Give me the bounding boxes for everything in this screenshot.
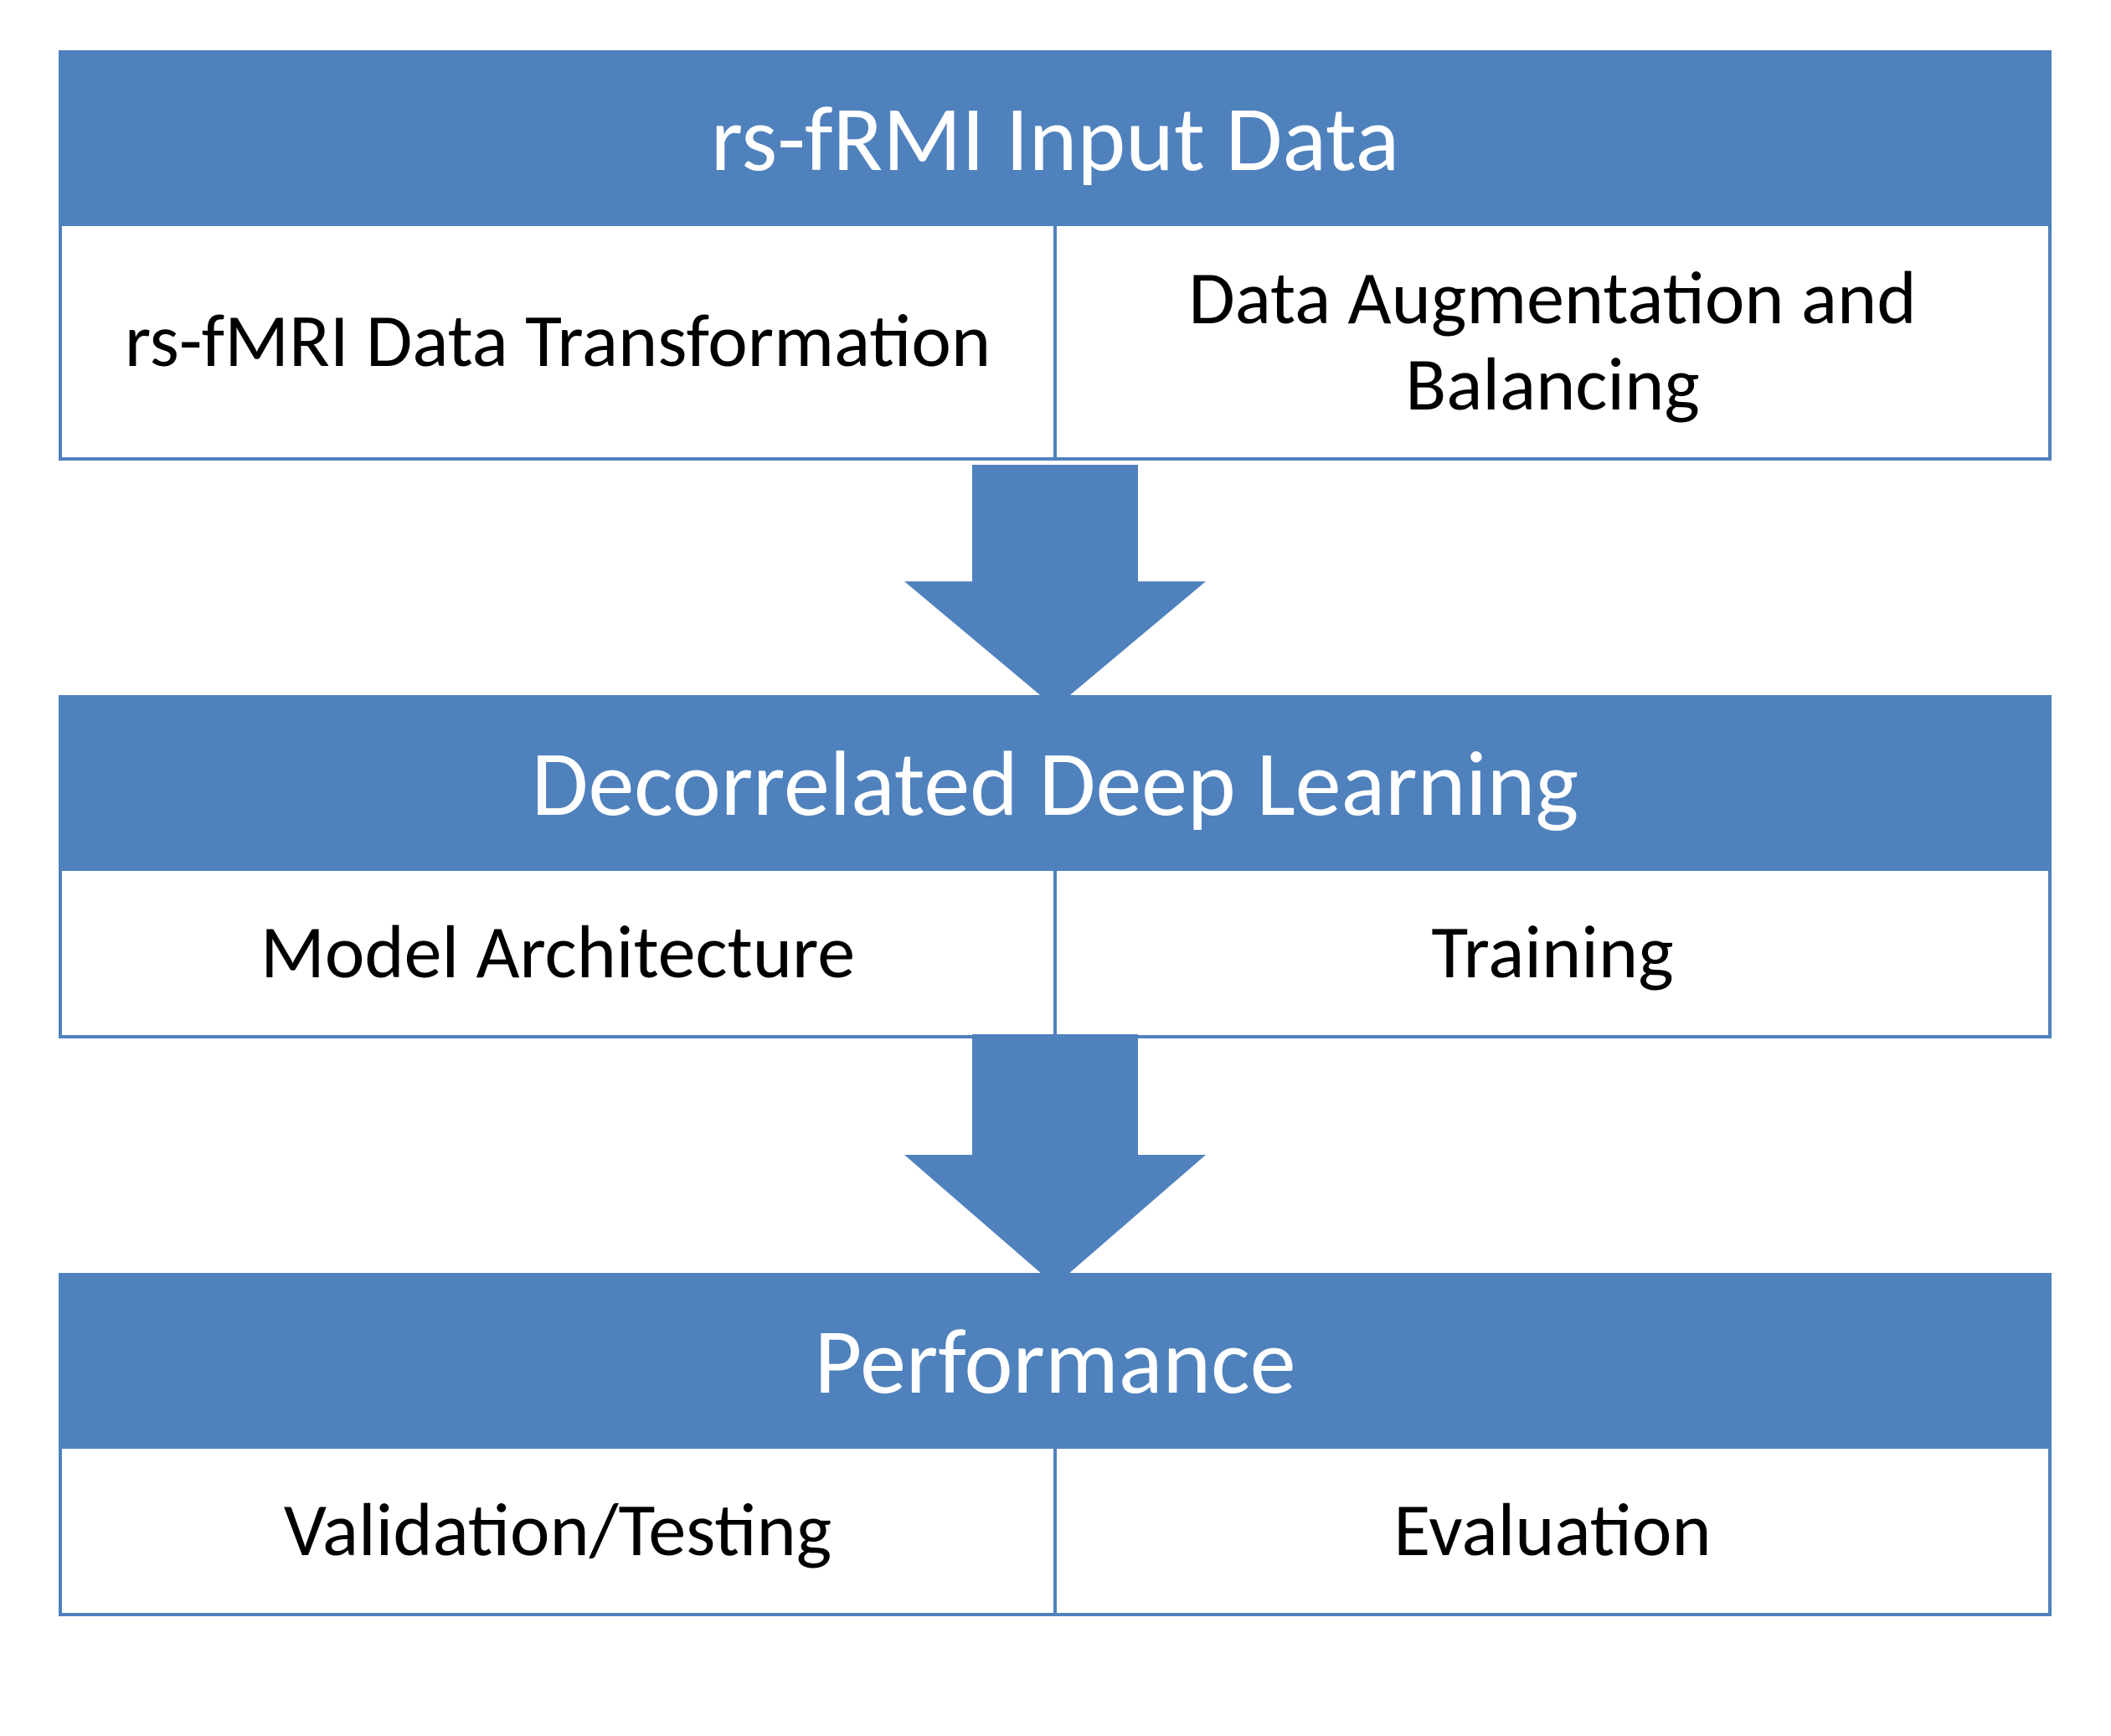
stage-performance: PerformanceValidation/TestingEvaluation bbox=[59, 1273, 2052, 1616]
stage-header-learning: Decorrelated Deep Learning bbox=[59, 695, 2052, 871]
stage-row-performance: Validation/TestingEvaluation bbox=[59, 1449, 2052, 1616]
stage-cell-input-0: rs-fMRI Data Transformation bbox=[59, 226, 1057, 461]
stage-cell-performance-0: Validation/Testing bbox=[59, 1449, 1057, 1616]
stage-learning: Decorrelated Deep LearningModel Architec… bbox=[59, 695, 2052, 1038]
stage-row-input: rs-fMRI Data TransformationData Augmenta… bbox=[59, 226, 2052, 461]
down-arrow-icon bbox=[904, 1034, 1206, 1285]
stage-cell-learning-1: Training bbox=[1057, 871, 2052, 1038]
stage-header-performance: Performance bbox=[59, 1273, 2052, 1449]
down-arrow-icon bbox=[904, 465, 1206, 708]
stage-row-learning: Model ArchitectureTraining bbox=[59, 871, 2052, 1038]
stage-cell-input-1: Data Augmentation and Balancing bbox=[1057, 226, 2052, 461]
stage-input: rs-fRMI Input Datars-fMRI Data Transform… bbox=[59, 50, 2052, 461]
stage-header-input: rs-fRMI Input Data bbox=[59, 50, 2052, 226]
stage-cell-performance-1: Evaluation bbox=[1057, 1449, 2052, 1616]
stage-cell-learning-0: Model Architecture bbox=[59, 871, 1057, 1038]
flowchart-canvas: rs-fRMI Input Datars-fMRI Data Transform… bbox=[0, 0, 2111, 1736]
